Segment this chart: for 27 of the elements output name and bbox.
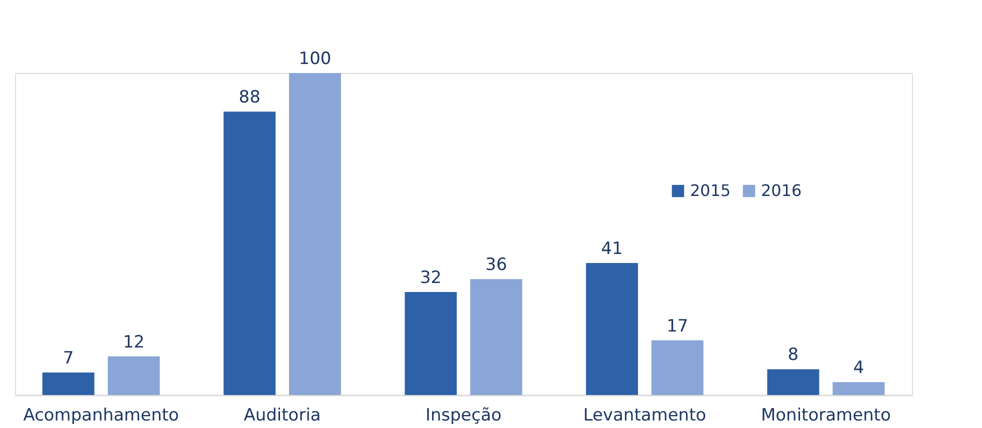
- bar: [767, 369, 820, 395]
- data-label: 41: [601, 238, 623, 259]
- bar: [224, 112, 276, 395]
- data-label: 17: [666, 316, 688, 336]
- x-tick-label: Levantamento: [583, 406, 706, 426]
- x-tick-label: Auditoria: [244, 406, 321, 426]
- data-label: 12: [122, 332, 145, 352]
- data-label: 8: [788, 345, 799, 366]
- bar: [832, 382, 885, 395]
- data-label: 88: [238, 88, 260, 108]
- data-label: 36: [485, 255, 508, 276]
- data-label: 32: [420, 268, 442, 288]
- legend-label: 2015: [690, 181, 731, 200]
- data-label: 100: [298, 49, 332, 69]
- bar: [404, 292, 457, 395]
- data-label: 7: [62, 348, 74, 368]
- bar: [586, 262, 638, 395]
- bar: [42, 372, 94, 395]
- x-tick-label: Monitoramento: [760, 406, 891, 426]
- bar: [470, 279, 522, 395]
- bar: [108, 356, 160, 395]
- bar: [289, 73, 342, 395]
- data-label: 4: [853, 358, 864, 378]
- bar: [651, 340, 704, 395]
- legend-label: 2016: [761, 181, 802, 200]
- x-tick-label: Inspeção: [425, 406, 502, 426]
- x-tick-label: Acompanhamento: [23, 406, 179, 426]
